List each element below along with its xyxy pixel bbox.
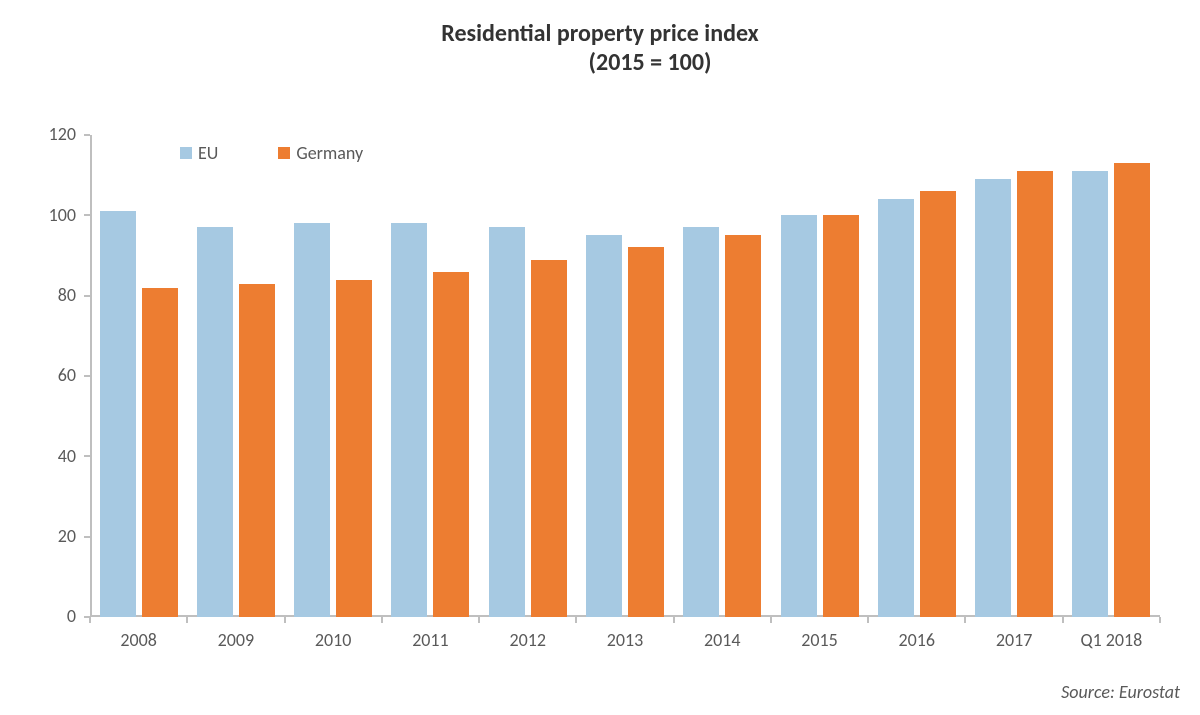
x-tick [770, 617, 772, 623]
chart-title: Residential property price index [0, 20, 1200, 49]
x-tick [381, 617, 383, 623]
y-axis [90, 135, 92, 617]
bar-germany [1017, 171, 1053, 617]
legend-swatch [278, 147, 290, 159]
x-tick [1062, 617, 1064, 623]
legend-label: Germany [296, 142, 363, 164]
x-tick-label: 2014 [674, 629, 771, 651]
plot-area: 0204060801001202008200920102011201220132… [90, 135, 1160, 617]
x-tick [867, 617, 869, 623]
x-tick-label: 2010 [285, 629, 382, 651]
y-tick-label: 20 [16, 525, 76, 547]
y-tick-label: 100 [16, 204, 76, 226]
x-tick [478, 617, 480, 623]
x-tick [964, 617, 966, 623]
legend-label: EU [198, 142, 218, 164]
y-tick [84, 295, 90, 297]
legend: EU Germany [180, 142, 363, 164]
x-tick [673, 617, 675, 623]
x-tick [1159, 617, 1161, 623]
y-tick-label: 80 [16, 284, 76, 306]
y-tick-label: 40 [16, 445, 76, 467]
legend-item-germany: Germany [278, 142, 363, 164]
x-tick [89, 617, 91, 623]
bar-eu [1072, 171, 1108, 617]
bar-germany [920, 191, 956, 617]
chart-title-block: Residential property price index (2015 =… [0, 20, 1200, 78]
x-tick [575, 617, 577, 623]
y-tick-label: 120 [16, 123, 76, 145]
bar-germany [1114, 163, 1150, 617]
y-tick [84, 536, 90, 538]
bar-germany [239, 284, 275, 617]
legend-swatch [180, 147, 192, 159]
bar-germany [142, 288, 178, 617]
bar-germany [823, 215, 859, 617]
x-tick-label: Q1 2018 [1063, 629, 1160, 651]
y-tick [84, 134, 90, 136]
bar-eu [391, 223, 427, 617]
bar-eu [683, 227, 719, 617]
bar-eu [294, 223, 330, 617]
legend-item-eu: EU [180, 142, 218, 164]
bar-germany [725, 235, 761, 617]
chart-subtitle: (2015 = 100) [0, 49, 1200, 78]
bar-eu [197, 227, 233, 617]
y-tick [84, 455, 90, 457]
y-tick [84, 375, 90, 377]
y-tick [84, 214, 90, 216]
bar-eu [489, 227, 525, 617]
x-tick-label: 2015 [771, 629, 868, 651]
bar-eu [586, 235, 622, 617]
bar-eu [100, 211, 136, 617]
bar-germany [628, 247, 664, 617]
bar-eu [878, 199, 914, 617]
x-tick-label: 2009 [187, 629, 284, 651]
x-tick-label: 2016 [868, 629, 965, 651]
bar-germany [336, 280, 372, 617]
x-tick [186, 617, 188, 623]
x-tick-label: 2012 [479, 629, 576, 651]
bar-eu [975, 179, 1011, 617]
x-tick [284, 617, 286, 623]
source-text: Source: Eurostat [1061, 681, 1180, 703]
bar-germany [531, 260, 567, 617]
x-tick-label: 2011 [382, 629, 479, 651]
y-tick-label: 60 [16, 364, 76, 386]
chart-container: Residential property price index (2015 =… [0, 0, 1200, 715]
y-tick-label: 0 [16, 605, 76, 627]
x-tick-label: 2013 [576, 629, 673, 651]
bar-eu [781, 215, 817, 617]
x-tick-label: 2017 [965, 629, 1062, 651]
bar-germany [433, 272, 469, 617]
x-tick-label: 2008 [90, 629, 187, 651]
